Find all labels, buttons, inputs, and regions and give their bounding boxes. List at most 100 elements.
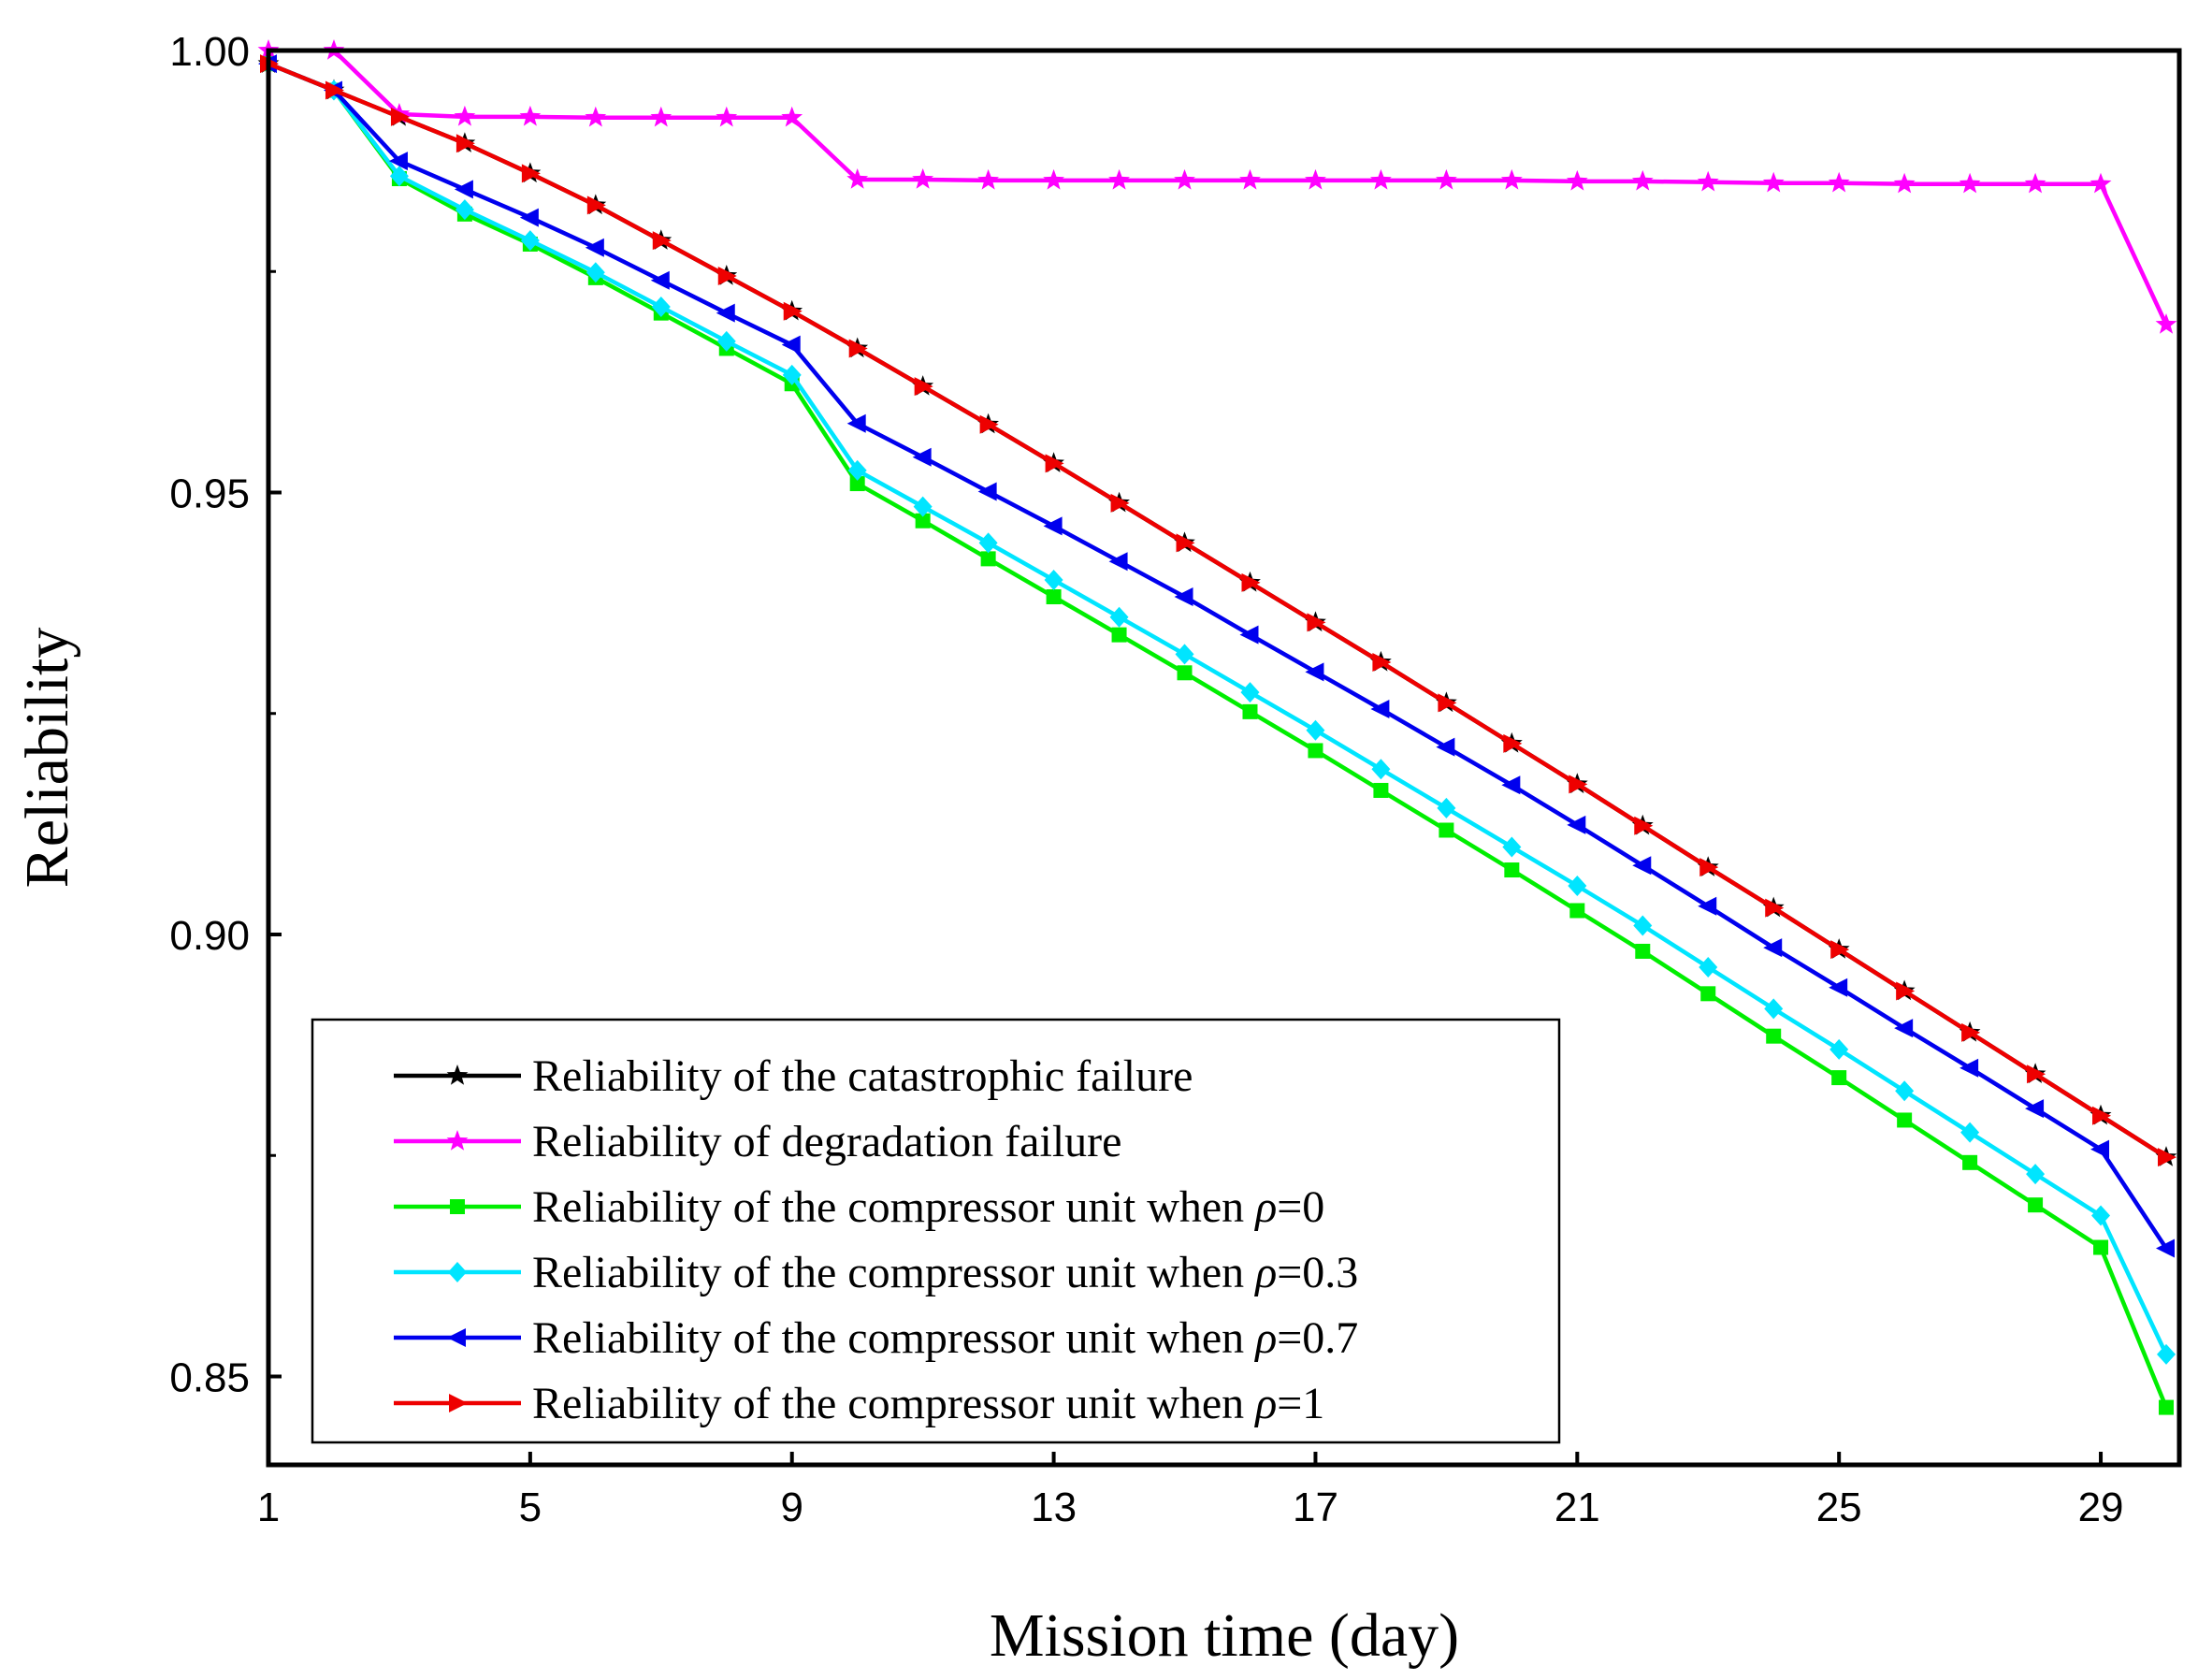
data-point — [2156, 1238, 2176, 1258]
series-reliability-of-the-compressor-unit-when-0-7 — [258, 54, 2176, 1258]
data-point — [716, 330, 736, 352]
data-point — [651, 297, 671, 318]
data-point — [781, 335, 801, 355]
data-point — [717, 266, 737, 285]
y-tick-label: 0.95 — [169, 471, 250, 517]
x-tick-label: 29 — [2078, 1484, 2124, 1530]
y-tick-label: 1.00 — [169, 29, 250, 75]
series-line — [268, 62, 2169, 1355]
legend-marker — [448, 1262, 467, 1282]
data-point — [1370, 700, 1390, 719]
data-point — [456, 134, 475, 153]
axes-layer: 1 5 9 13 17 21 25 29 0.85 0.90 0.95 1.00 — [169, 29, 2123, 1530]
data-point — [1635, 943, 1651, 959]
series-line — [268, 62, 2168, 1250]
series-layer — [257, 39, 2177, 1415]
y-axis-title: Reliability — [13, 628, 81, 889]
data-point — [1568, 876, 1587, 897]
data-point — [390, 107, 410, 126]
data-point — [1308, 743, 1323, 759]
data-point — [1699, 858, 1719, 877]
data-point — [781, 106, 803, 127]
data-point — [1894, 1019, 1914, 1038]
data-point — [1766, 1028, 1782, 1044]
series-reliability-of-the-catastrophic-failure — [257, 52, 2177, 1166]
data-point — [1569, 903, 1585, 919]
data-point — [2090, 1139, 2110, 1159]
data-point — [1370, 168, 1392, 190]
data-point — [1372, 652, 1392, 672]
data-point — [585, 238, 604, 257]
data-point — [914, 377, 933, 397]
legend-item-reliability-of-the-compressor-unit-when-1: Reliability of the compressor unit when … — [394, 1379, 1324, 1428]
plot-frame — [266, 48, 2182, 1468]
data-point — [977, 168, 999, 190]
data-point — [1633, 915, 1653, 936]
data-point — [2026, 1164, 2046, 1185]
data-point — [1831, 1070, 1847, 1086]
data-point — [652, 231, 672, 251]
data-point — [520, 230, 540, 252]
data-point — [980, 551, 996, 567]
x-axis-title: Mission time (day) — [990, 1601, 1459, 1670]
data-point — [1897, 1112, 1913, 1128]
data-point — [1371, 759, 1391, 780]
data-point — [1960, 1122, 1980, 1143]
data-point — [1242, 703, 1258, 719]
data-point — [978, 532, 998, 554]
data-point — [1829, 1038, 1849, 1060]
data-point — [1373, 782, 1389, 798]
data-point — [1043, 168, 1064, 190]
data-point — [1109, 606, 1129, 628]
data-point — [1762, 171, 1785, 193]
data-point — [1765, 898, 1785, 918]
legend-marker — [450, 1199, 465, 1214]
data-point — [1043, 516, 1063, 536]
data-point — [1437, 797, 1456, 818]
data-point — [1045, 454, 1064, 473]
data-point — [1436, 168, 1457, 190]
data-point — [1502, 836, 1522, 858]
data-point — [1108, 552, 1128, 572]
data-point — [979, 414, 999, 434]
data-point — [783, 301, 803, 321]
data-point — [912, 447, 932, 467]
data-point — [585, 106, 607, 127]
data-point — [2159, 1399, 2175, 1415]
data-point — [1044, 570, 1063, 591]
data-point — [716, 106, 738, 127]
legend-item-reliability-of-the-catastrophic-failure: Reliability of the catastrophic failure — [394, 1051, 1193, 1101]
data-point — [977, 482, 997, 501]
legend-item-reliability-of-the-compressor-unit-when-0-3: Reliability of the compressor unit when … — [394, 1248, 1358, 1297]
legend-label: Reliability of the compressor unit when … — [532, 1182, 1324, 1232]
data-point — [1829, 978, 1848, 997]
data-point — [454, 180, 473, 199]
legend-label: Reliability of the compressor unit when … — [532, 1248, 1358, 1297]
data-point — [1962, 1154, 1978, 1170]
data-point — [1504, 862, 1520, 878]
legend-marker — [449, 1394, 468, 1412]
data-point — [1111, 627, 1127, 643]
data-point — [1439, 822, 1454, 838]
data-point — [1895, 1080, 1915, 1102]
data-point — [586, 262, 605, 283]
data-point — [1175, 644, 1194, 665]
data-point — [1959, 1058, 1979, 1078]
data-point — [1046, 589, 1062, 605]
data-point — [1174, 587, 1193, 607]
legend: Reliability of the catastrophic failure R… — [311, 1018, 1561, 1444]
data-point — [1632, 856, 1652, 876]
x-tick-label: 25 — [1816, 1484, 1862, 1530]
series-reliability-of-degradation-failure — [257, 39, 2177, 334]
legend-marker — [446, 1064, 469, 1085]
data-point — [846, 168, 869, 189]
data-point — [1764, 998, 1784, 1020]
data-point — [2155, 313, 2177, 334]
data-point — [1239, 168, 1261, 190]
data-point — [521, 164, 541, 183]
series-reliability-of-the-compressor-unit-when-1 — [260, 54, 2177, 1167]
data-point — [2027, 1064, 2046, 1084]
data-point — [1306, 719, 1325, 741]
data-point — [1896, 981, 1916, 1001]
